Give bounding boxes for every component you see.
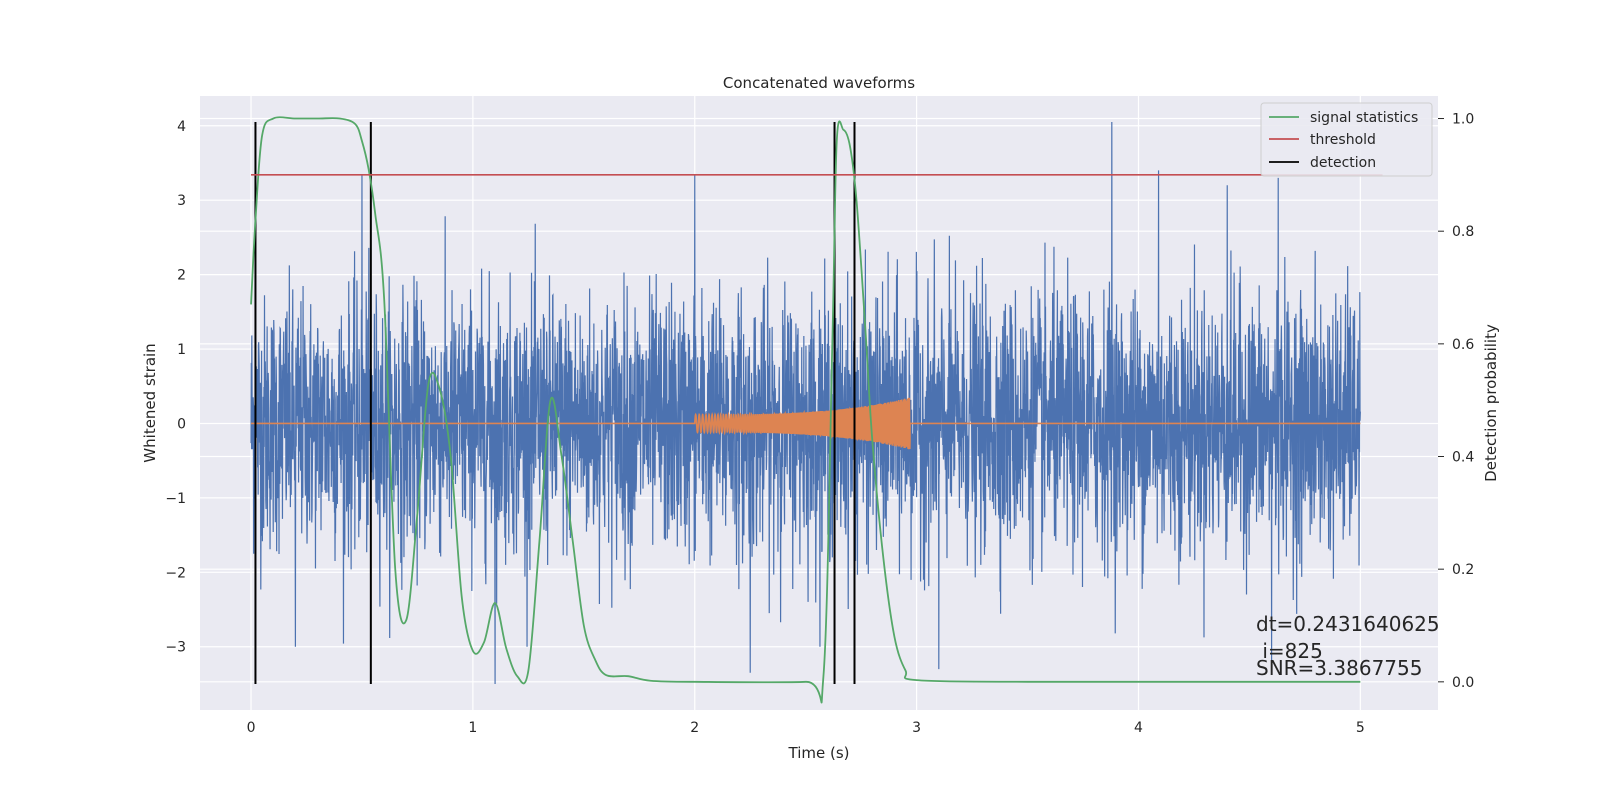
y-tick-label-left: −2 [165, 565, 186, 581]
annotation-i: i=825 [1256, 639, 1323, 663]
legend: signal statistics threshold detection [1260, 102, 1433, 177]
y-tick-label-right: 1.0 [1452, 112, 1474, 128]
chirp-series [251, 397, 1361, 450]
y-tick-label-right: 0.4 [1452, 450, 1474, 466]
x-tick-label: 5 [1356, 720, 1365, 736]
y-tick-label-left: 0 [177, 416, 186, 432]
y-tick-label-left: 2 [177, 268, 186, 284]
x-axis-label: Time (s) [788, 744, 850, 762]
annotation-snr: SNR=3.3867755 [1256, 656, 1422, 680]
annotation-dt: dt=0.2431640625 [1256, 612, 1440, 636]
y-tick-label-left: 4 [177, 119, 186, 135]
chirp-line [251, 397, 1361, 450]
chart-title: Concatenated waveforms [723, 74, 915, 92]
y-ticks-left: −3 −2 −1 0 1 2 3 4 [165, 119, 186, 656]
legend-label-threshold: threshold [1310, 132, 1376, 148]
y-axis-label-right: Detection probability [1482, 324, 1500, 482]
x-ticks: 0 1 2 3 4 5 [247, 720, 1365, 736]
x-tick-label: 3 [912, 720, 921, 736]
y-tick-label-left: 1 [177, 342, 186, 358]
y-tick-label-left: −3 [165, 640, 186, 656]
x-tick-label: 2 [690, 720, 699, 736]
legend-label-detection: detection [1310, 155, 1376, 171]
annotations: dt=0.2431640625 i=825 SNR=3.3867755 [1256, 612, 1440, 680]
y-tick-label-right: 0.0 [1452, 675, 1474, 691]
y-axis-label-left: Whitened strain [141, 343, 159, 462]
legend-label-signal-statistics: signal statistics [1310, 110, 1418, 126]
signal-statistics-line [250, 116, 1361, 704]
legend-box [1260, 102, 1433, 177]
x-tick-label: 0 [247, 720, 256, 736]
y-tick-label-right: 0.2 [1452, 562, 1474, 578]
y-tick-label-right: 0.8 [1452, 224, 1474, 240]
noise-line [250, 122, 1361, 684]
noise-series [250, 122, 1361, 684]
y-tick-label-left: −1 [165, 491, 186, 507]
signal-statistics-series [250, 116, 1361, 704]
y-ticks-right: 0.0 0.2 0.4 0.6 0.8 1.0 [1438, 112, 1474, 691]
y-tick-label-left: 3 [177, 193, 186, 209]
x-tick-label: 1 [468, 720, 477, 736]
y-tick-label-right: 0.6 [1452, 337, 1474, 353]
x-tick-label: 4 [1134, 720, 1143, 736]
